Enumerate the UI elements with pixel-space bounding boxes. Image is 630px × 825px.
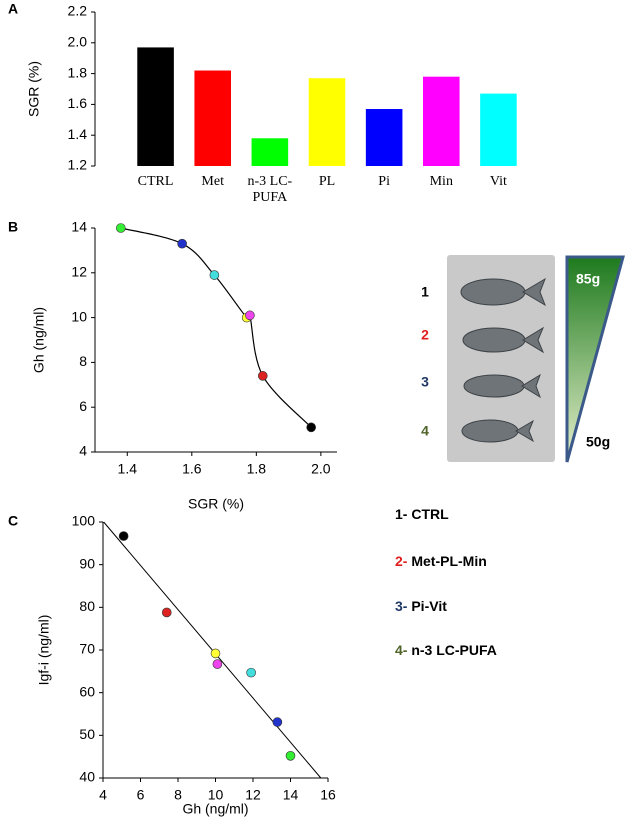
x-label-box: Met <box>201 174 224 189</box>
key-label: n-3 LC-PUFA <box>411 642 497 658</box>
x-tick-label: 1.6 <box>182 461 202 477</box>
x-tick-label: Met <box>201 174 224 189</box>
y-tick-label: 50 <box>79 726 95 742</box>
x-tick-label: 10 <box>208 787 224 803</box>
y-tick-label: 60 <box>79 683 95 699</box>
x-tick-label: 16 <box>320 787 336 803</box>
photo-number: 4 <box>421 423 429 439</box>
x-tick-label: Vit <box>489 174 507 189</box>
point <box>177 238 187 249</box>
point <box>118 531 129 541</box>
y-tick-label: 70 <box>79 641 95 657</box>
point <box>306 422 316 433</box>
x-tick-label: Min <box>429 174 453 189</box>
point <box>245 310 255 321</box>
x-tick-label: PL <box>318 174 336 189</box>
y-tick-label: 1.4 <box>68 126 88 142</box>
x-tick-label: 4 <box>99 787 107 803</box>
x-tick-label: 6 <box>137 787 145 803</box>
x-tick-label: 1.8 <box>247 461 267 477</box>
y-tick-label: 8 <box>79 353 87 369</box>
y-tick-label: 10 <box>71 308 87 324</box>
key-number: 1- <box>395 506 408 522</box>
x-label-box: Pi <box>378 174 390 189</box>
x-tick-label: n-3 LC-PUFA <box>247 174 293 205</box>
key-label: CTRL <box>411 506 449 522</box>
key-number: 2- <box>395 553 408 569</box>
y-tick-label: 90 <box>79 555 95 571</box>
key-item: 2- Met-PL-Min <box>395 553 487 569</box>
y-tick-label: 80 <box>79 598 95 614</box>
max-weight: 85g <box>576 271 600 287</box>
fish-photo <box>447 255 555 462</box>
y-tick-label: 2.2 <box>68 3 88 19</box>
y-tick-label: 14 <box>71 219 87 235</box>
point <box>210 648 221 659</box>
bar <box>308 78 346 166</box>
key-label: Pi-Vit <box>411 598 447 614</box>
y-tick-label: 1.6 <box>68 95 88 111</box>
x-tick-label: 12 <box>245 787 261 803</box>
min-weight: 50g <box>586 434 610 450</box>
y-tick-label: 4 <box>79 443 87 459</box>
key-item: 1- CTRL <box>395 506 449 522</box>
panel-letter: C <box>8 513 18 529</box>
x-label-box: CTRL <box>137 174 174 189</box>
x-tick-label: 14 <box>283 787 299 803</box>
point <box>272 717 283 727</box>
trend-curve <box>120 227 312 428</box>
bar <box>423 76 460 166</box>
x-tick-label: 2.0 <box>311 461 331 477</box>
key-number: 4- <box>395 642 408 658</box>
point <box>285 751 296 761</box>
x-label-box: PL <box>318 174 336 189</box>
y-tick-label: 100 <box>72 513 96 529</box>
x-tick-label: CTRL <box>137 174 174 189</box>
y-tick-label: 2.0 <box>68 34 88 50</box>
x-axis-label: Gh (ng/ml) <box>182 801 248 817</box>
point <box>257 371 268 381</box>
y-tick-label: 1.8 <box>68 64 88 80</box>
x-tick-label: 8 <box>174 787 182 803</box>
x-label-box: Min <box>429 174 453 189</box>
y-tick-label: 40 <box>79 769 95 785</box>
photo-number: 3 <box>421 374 429 390</box>
panel-letter: A <box>8 1 18 17</box>
panel-letter: B <box>8 219 18 235</box>
point <box>212 659 223 669</box>
key-item: 4- n-3 LC-PUFA <box>395 642 497 658</box>
y-axis-label: Igf-i (ng/ml) <box>36 615 52 686</box>
photo-number: 2 <box>421 327 429 343</box>
x-axis-label: SGR (%) <box>188 496 244 512</box>
y-axis-label: SGR (%) <box>26 61 42 117</box>
bar <box>365 109 403 166</box>
point <box>161 607 172 618</box>
x-tick-label: Pi <box>378 174 390 189</box>
x-label-box: Vit <box>489 174 507 189</box>
x-tick-label: 1.4 <box>118 461 138 477</box>
y-tick-label: 6 <box>79 398 87 414</box>
photo-number: 1 <box>421 284 429 300</box>
bar <box>251 138 289 166</box>
bar <box>480 93 517 166</box>
bar <box>194 70 231 166</box>
point <box>209 270 220 280</box>
point <box>116 223 126 233</box>
y-tick-label: 1.2 <box>68 157 88 173</box>
y-tick-label: 12 <box>71 264 87 280</box>
key-number: 3- <box>395 598 408 614</box>
key-item: 3- Pi-Vit <box>395 598 447 614</box>
y-axis-label: Gh (ng/ml) <box>31 307 47 373</box>
x-label-box: n-3 LC-PUFA <box>247 174 293 205</box>
weight-triangle <box>565 255 625 463</box>
point <box>246 667 256 678</box>
key-label: Met-PL-Min <box>411 553 486 569</box>
bar <box>137 47 174 166</box>
